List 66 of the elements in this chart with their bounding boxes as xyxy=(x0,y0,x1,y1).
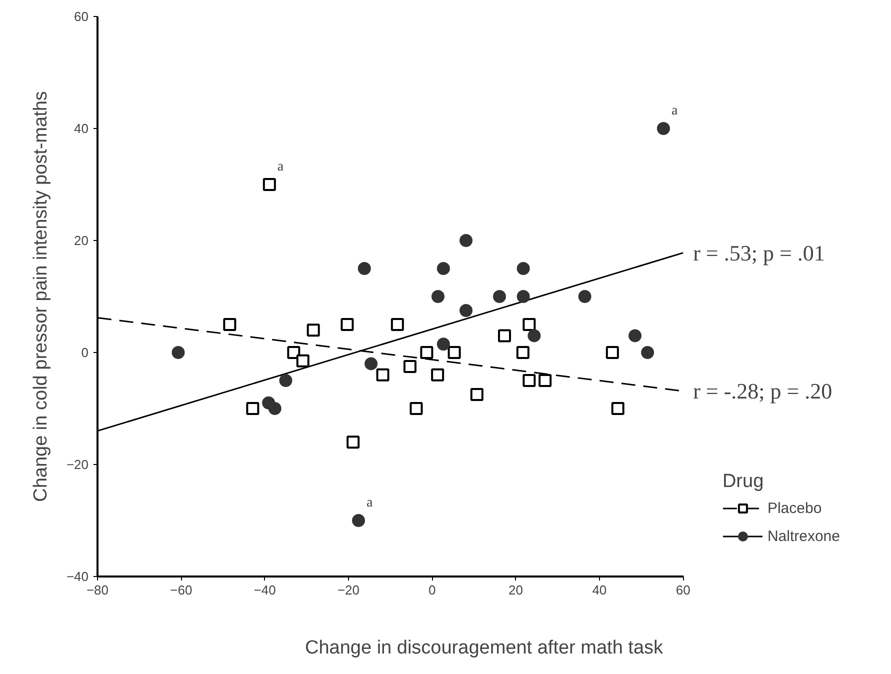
point xyxy=(460,304,473,317)
annotation: r = -.28; p = .20 xyxy=(693,378,832,404)
x-tick-label: 0 xyxy=(428,582,436,598)
y-tick-label: −40 xyxy=(66,569,89,584)
point xyxy=(522,374,536,387)
annotation: a xyxy=(366,496,374,510)
point xyxy=(516,262,530,275)
point xyxy=(246,402,260,415)
point xyxy=(262,178,276,191)
x-tick-label: −40 xyxy=(254,582,276,598)
annotation: a xyxy=(671,104,678,118)
point xyxy=(420,346,434,359)
legend-label: Placebo xyxy=(767,500,822,516)
point xyxy=(287,346,300,359)
point xyxy=(436,262,450,275)
x-tick-label: −60 xyxy=(170,582,192,598)
point xyxy=(528,329,541,342)
point xyxy=(492,290,506,303)
point xyxy=(403,360,416,373)
point xyxy=(448,346,461,359)
y-tick-label: 0 xyxy=(81,345,89,360)
point xyxy=(538,374,552,387)
point xyxy=(431,290,444,303)
x-tick-label: −80 xyxy=(86,582,109,598)
y-tick-label: 40 xyxy=(74,121,89,136)
point xyxy=(172,346,185,359)
point xyxy=(460,234,473,247)
point xyxy=(611,402,624,415)
point xyxy=(352,514,366,527)
annotation: a xyxy=(277,160,284,174)
annotation: r = .53; p = .01 xyxy=(693,240,825,266)
point xyxy=(306,324,320,337)
point xyxy=(656,122,670,135)
point xyxy=(296,354,310,368)
point xyxy=(498,329,511,342)
x-axis-title: Change in discouragement after math task xyxy=(304,638,664,658)
legend-title: Drug xyxy=(722,471,765,493)
point xyxy=(410,402,423,415)
point xyxy=(436,338,450,351)
y-axis-title: Change in cold pressor pain intensity post-maths xyxy=(30,91,52,502)
y-tick-label: 60 xyxy=(74,9,89,24)
point xyxy=(279,374,292,387)
point xyxy=(522,318,536,331)
point xyxy=(516,346,530,359)
legend-label: Naltrexone xyxy=(767,528,840,544)
x-tick-label: 20 xyxy=(508,582,524,598)
point xyxy=(641,346,654,359)
point xyxy=(376,368,390,382)
x-tick-label: 60 xyxy=(676,582,690,598)
x-tick-label: 40 xyxy=(592,582,607,598)
y-tick-label: 20 xyxy=(74,233,89,248)
point xyxy=(606,346,619,359)
point xyxy=(358,262,371,275)
point xyxy=(268,402,282,415)
point xyxy=(364,357,378,370)
point xyxy=(470,388,484,401)
point xyxy=(431,368,444,382)
point xyxy=(516,290,530,303)
point xyxy=(390,318,404,331)
point xyxy=(340,318,354,331)
y-tick-label: −20 xyxy=(66,457,89,472)
point xyxy=(628,329,642,342)
point xyxy=(346,436,360,449)
point xyxy=(578,290,592,303)
point xyxy=(223,318,236,331)
x-tick-label: −20 xyxy=(337,582,360,598)
